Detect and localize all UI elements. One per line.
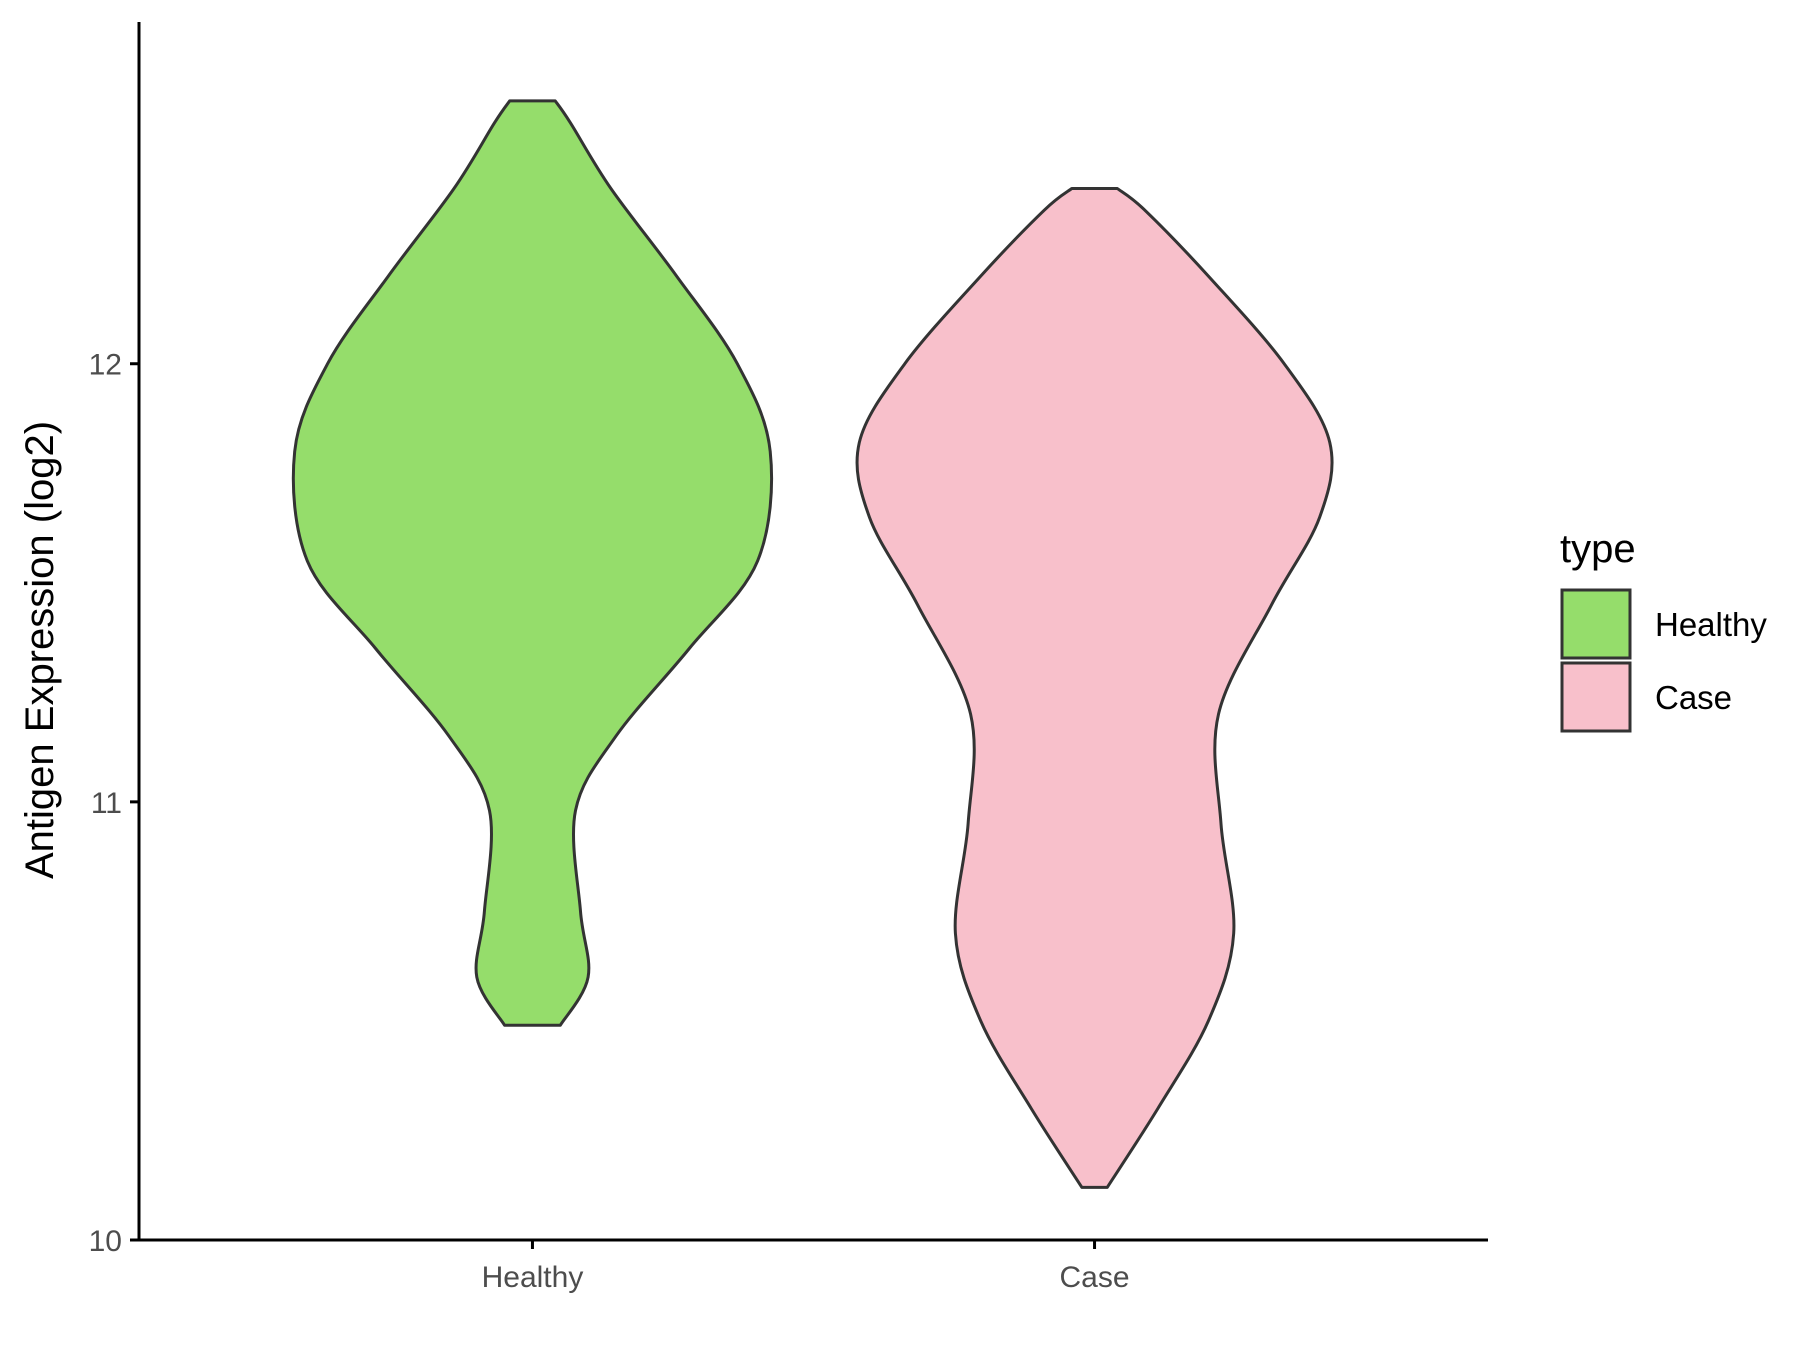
violin-healthy <box>291 99 774 1027</box>
y-tick-label: 10 <box>89 1225 122 1258</box>
y-axis-title: Antigen Expression (log2) <box>18 421 62 879</box>
legend-title: type <box>1560 527 1636 571</box>
legend-label-healthy: Healthy <box>1655 606 1767 643</box>
y-ticks: 10 11 12 <box>89 349 139 1258</box>
legend-swatch-case <box>1560 661 1632 733</box>
legend-swatch-healthy <box>1560 588 1632 660</box>
legend: type Healthy Case <box>1560 527 1767 733</box>
plot-area: 10 11 12 Healthy Case <box>89 22 1488 1294</box>
x-tick-label: Healthy <box>482 1261 584 1294</box>
legend-items: Healthy Case <box>1560 588 1767 733</box>
violins <box>291 99 1334 1189</box>
x-tick-label: Case <box>1060 1261 1130 1294</box>
legend-label-case: Case <box>1655 679 1732 716</box>
y-tick-label: 11 <box>91 787 122 820</box>
y-tick-label: 12 <box>89 349 122 382</box>
x-ticks: Healthy Case <box>482 1240 1130 1294</box>
violin-case <box>855 187 1334 1189</box>
